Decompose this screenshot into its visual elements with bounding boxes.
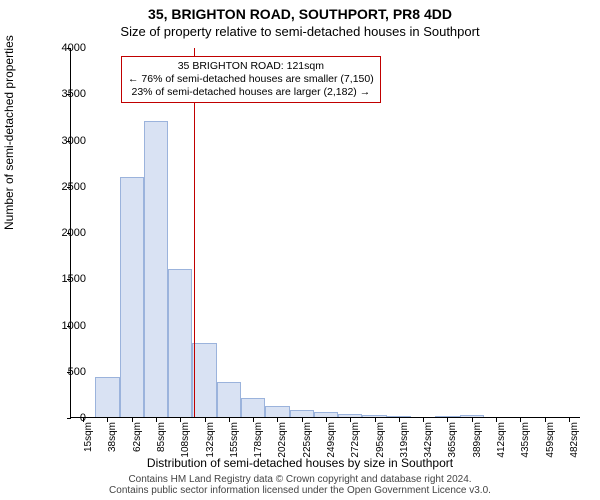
footer-line-1: Contains HM Land Registry data © Crown c… — [0, 474, 600, 485]
histogram-bar — [314, 412, 338, 417]
histogram-bar — [217, 382, 241, 417]
x-tick-label: 482sqm — [569, 422, 580, 458]
x-tick-label: 132sqm — [205, 422, 216, 458]
x-tick-label: 342sqm — [423, 422, 434, 458]
y-axis-label: Number of semi-detached properties — [2, 35, 16, 230]
chart-container: 35, BRIGHTON ROAD, SOUTHPORT, PR8 4DD Si… — [0, 0, 600, 500]
x-tick-label: 249sqm — [326, 422, 337, 458]
x-tick-label: 435sqm — [520, 422, 531, 458]
x-tick-label: 178sqm — [253, 422, 264, 458]
x-tick-label: 62sqm — [132, 422, 143, 452]
x-tick-label: 202sqm — [277, 422, 288, 458]
x-axis-label: Distribution of semi-detached houses by … — [0, 456, 600, 470]
chart-subtitle: Size of property relative to semi-detach… — [0, 24, 600, 39]
x-tick-label: 225sqm — [302, 422, 313, 458]
x-tick-label: 38sqm — [107, 422, 118, 452]
histogram-bar — [435, 416, 459, 417]
histogram-bar — [192, 343, 216, 417]
y-tick-label: 1000 — [40, 320, 86, 332]
histogram-bar — [460, 415, 484, 417]
histogram-bar — [290, 410, 314, 417]
y-tick-label: 3000 — [40, 135, 86, 147]
histogram-bar — [338, 414, 362, 417]
annotation-line: ← 76% of semi-detached houses are smalle… — [128, 73, 374, 86]
y-tick-label: 1500 — [40, 273, 86, 285]
histogram-bar — [95, 377, 119, 417]
y-tick-label: 4000 — [40, 42, 86, 54]
x-tick-label: 365sqm — [447, 422, 458, 458]
y-tick-label: 2500 — [40, 181, 86, 193]
histogram-bar — [168, 269, 192, 417]
plot-area: 15sqm38sqm62sqm85sqm108sqm132sqm155sqm17… — [70, 48, 580, 418]
histogram-bar — [120, 177, 144, 418]
histogram-bar — [387, 416, 411, 417]
annotation-line: 23% of semi-detached houses are larger (… — [128, 86, 374, 99]
x-tick-label: 108sqm — [180, 422, 191, 458]
footer-attribution: Contains HM Land Registry data © Crown c… — [0, 474, 600, 496]
y-tick-label: 3500 — [40, 88, 86, 100]
x-tick-label: 155sqm — [229, 422, 240, 458]
x-tick-label: 319sqm — [399, 422, 410, 458]
x-tick-label: 15sqm — [83, 422, 94, 452]
annotation-box: 35 BRIGHTON ROAD: 121sqm← 76% of semi-de… — [121, 56, 381, 103]
x-tick-label: 459sqm — [545, 422, 556, 458]
histogram-bar — [362, 415, 386, 417]
x-tick-label: 412sqm — [496, 422, 507, 458]
x-tick-label: 389sqm — [472, 422, 483, 458]
x-tick-label: 85sqm — [156, 422, 167, 452]
x-tick-label: 295sqm — [375, 422, 386, 458]
y-tick-label: 0 — [40, 412, 86, 424]
footer-line-2: Contains public sector information licen… — [0, 485, 600, 496]
histogram-bar — [241, 398, 265, 417]
y-tick-label: 2000 — [40, 227, 86, 239]
histogram-bar — [265, 406, 289, 417]
y-tick-label: 500 — [40, 366, 86, 378]
chart-title: 35, BRIGHTON ROAD, SOUTHPORT, PR8 4DD — [0, 6, 600, 22]
histogram-bar — [144, 121, 168, 417]
x-tick-label: 272sqm — [350, 422, 361, 458]
annotation-line: 35 BRIGHTON ROAD: 121sqm — [128, 60, 374, 73]
